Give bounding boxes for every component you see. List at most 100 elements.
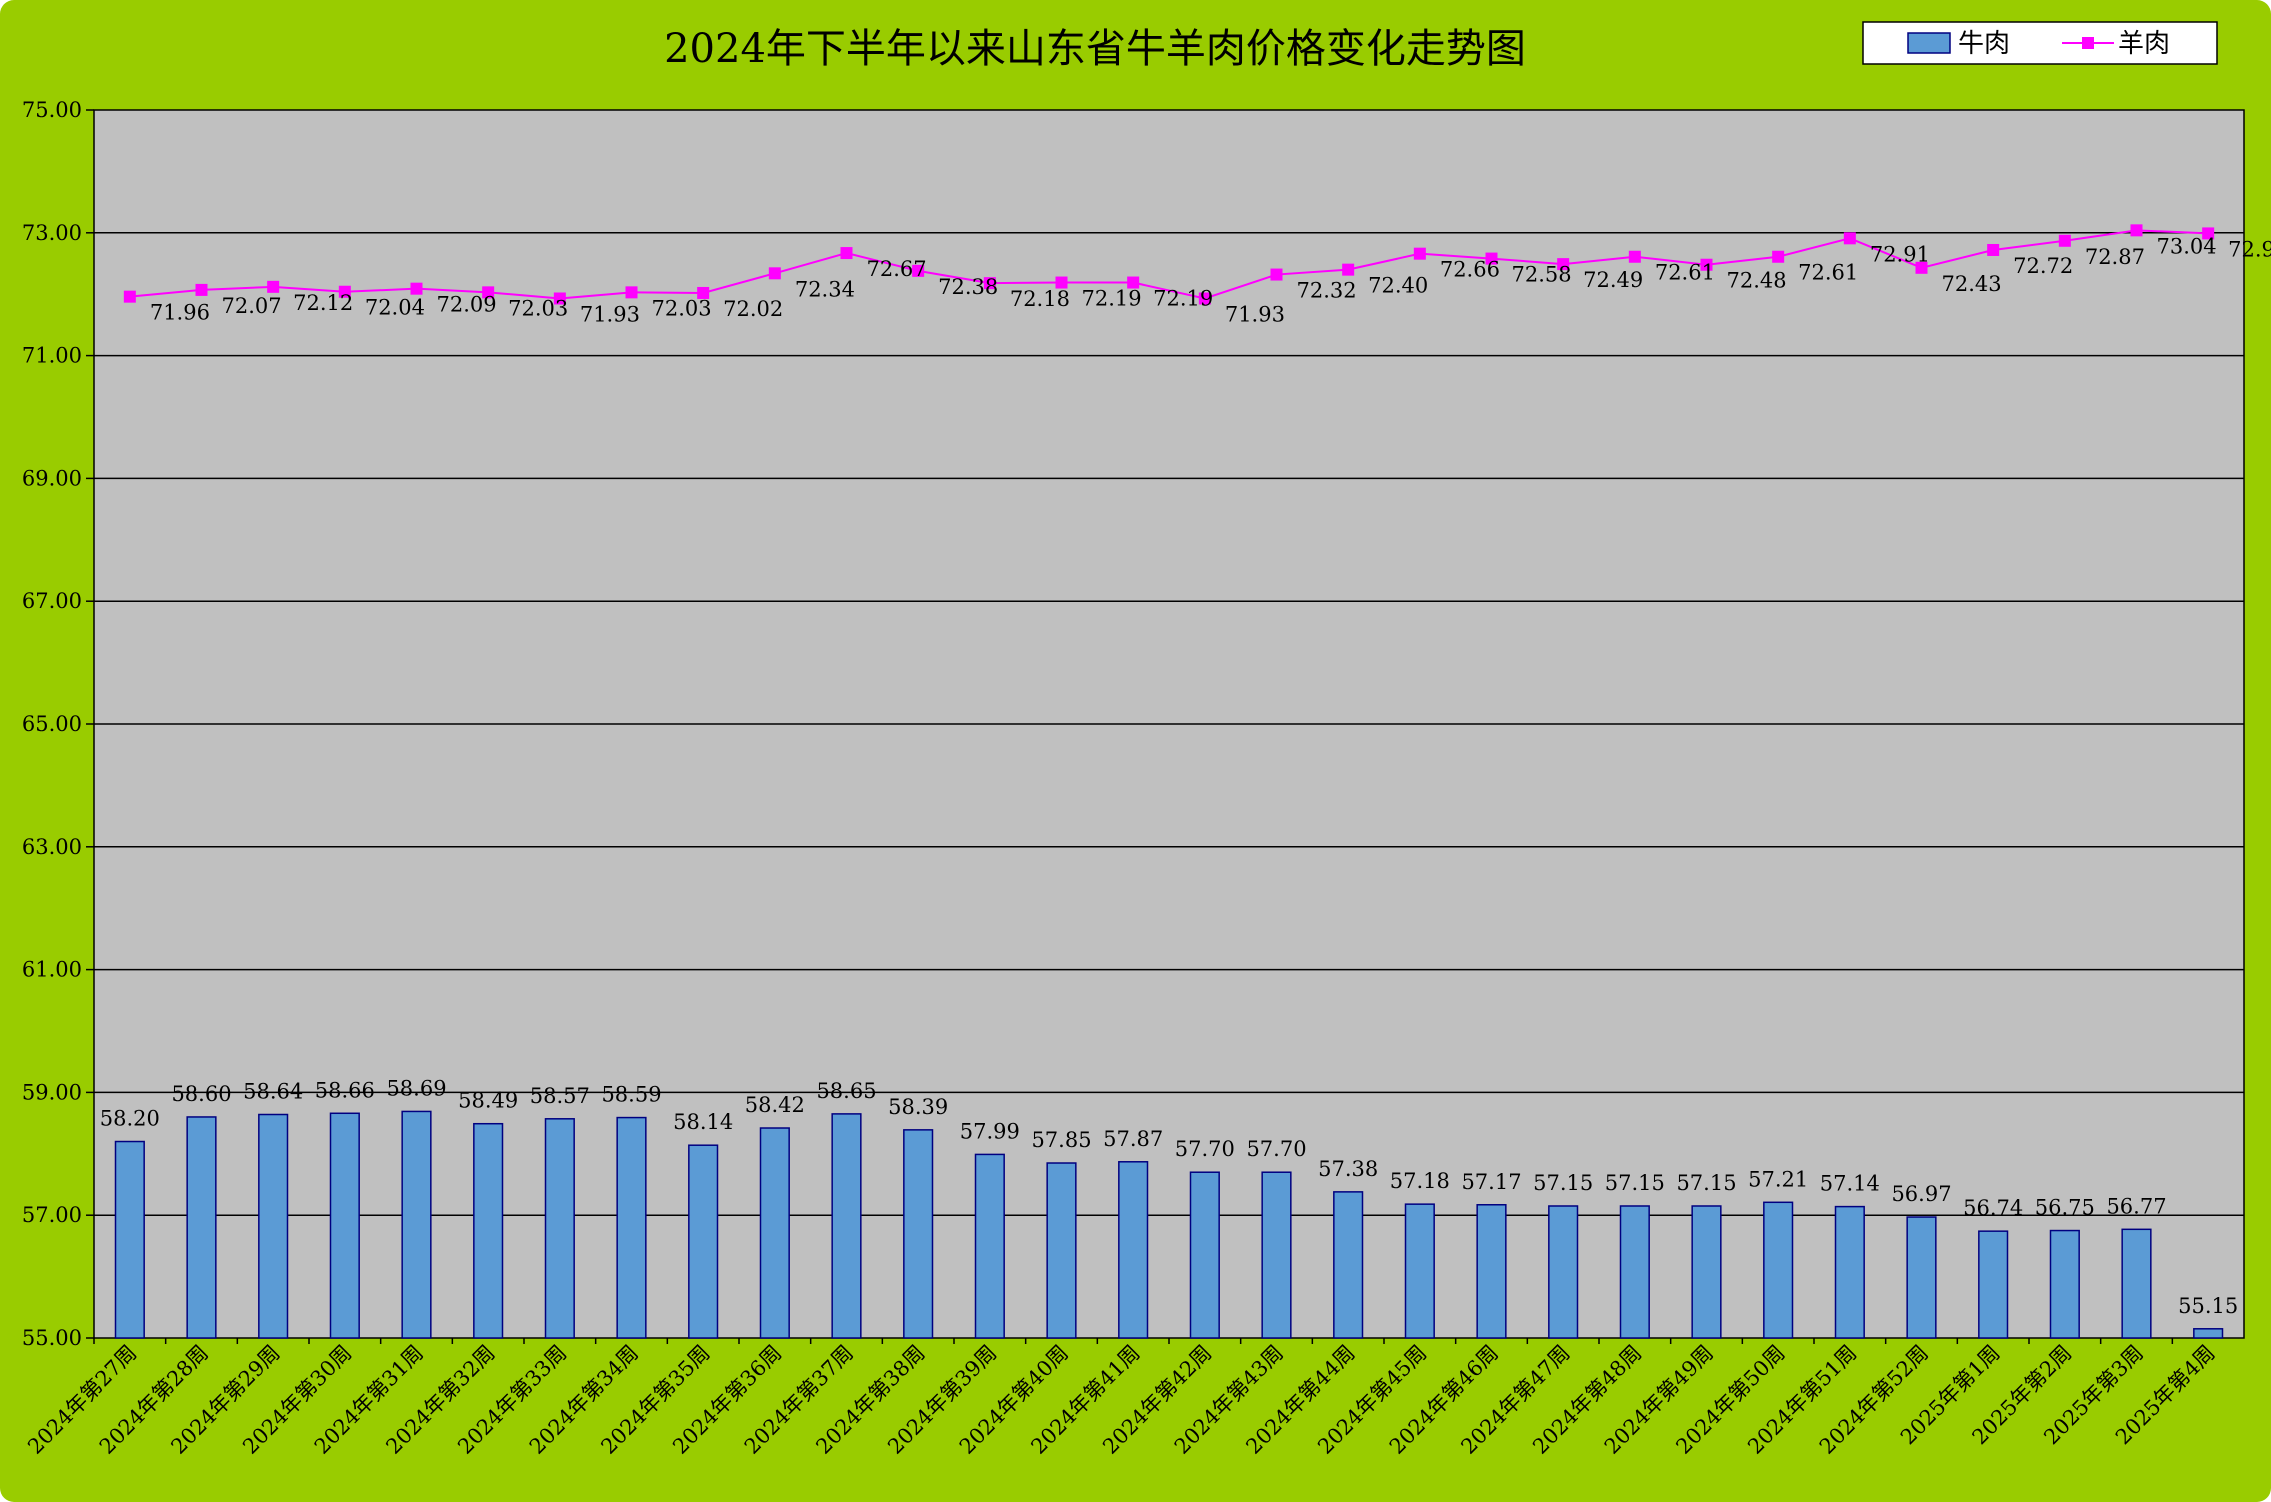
mutton-point [2202, 227, 2215, 240]
mutton-point [1055, 276, 1068, 289]
beef-data-label: 57.18 [1390, 1169, 1450, 1193]
mutton-data-label: 72.43 [1942, 272, 2002, 296]
gridlines [94, 232, 2244, 1216]
y-tick-label: 63.00 [22, 835, 82, 859]
mutton-point [1915, 261, 1928, 274]
beef-data-label: 58.69 [386, 1076, 446, 1100]
beef-data-label: 58.57 [530, 1084, 590, 1108]
beef-bar [186, 1116, 217, 1339]
y-tick-label: 65.00 [22, 712, 82, 736]
beef-data-label: 55.15 [2178, 1294, 2238, 1318]
beef-data-label: 57.87 [1103, 1127, 1163, 1151]
mutton-point [1413, 247, 1426, 260]
beef-data-label: 58.64 [243, 1080, 303, 1104]
beef-bar [544, 1118, 575, 1339]
x-axis-categories: 2024年第27周2024年第28周2024年第29周2024年第30周2024… [23, 1338, 2220, 1459]
beef-bar [114, 1140, 145, 1339]
mutton-data-label: 72.49 [1583, 268, 1643, 292]
beef-bar [1118, 1161, 1149, 1339]
beef-data-label: 57.14 [1820, 1172, 1880, 1196]
beef-bar [759, 1127, 790, 1339]
legend-mutton-marker [2082, 37, 2094, 49]
mutton-data-label: 72.91 [1870, 242, 1930, 266]
chart-title: 2024年下半年以来山东省牛羊肉价格变化走势图 [664, 26, 1526, 72]
legend-beef-swatch [1907, 32, 1951, 54]
legend-box [1862, 21, 2218, 65]
beef-bar [1834, 1205, 1865, 1339]
mutton-data-label: 72.61 [1798, 261, 1858, 285]
mutton-point [2130, 224, 2143, 237]
beef-bar [473, 1122, 504, 1339]
beef-data-label: 56.75 [2035, 1196, 2095, 1220]
mutton-point [768, 267, 781, 280]
beef-bar [1333, 1191, 1364, 1339]
y-tick-label: 69.00 [22, 466, 82, 490]
mutton-data-label: 72.48 [1727, 269, 1787, 293]
mutton-data-label: 72.07 [222, 294, 282, 318]
beef-bar [1548, 1205, 1579, 1339]
beef-data-label: 56.97 [1891, 1182, 1951, 1206]
mutton-point [338, 285, 351, 298]
y-tick-label: 59.00 [22, 1080, 82, 1104]
beef-data-label: 58.14 [673, 1110, 733, 1134]
mutton-point [697, 286, 710, 299]
beef-data-label: 57.15 [1676, 1171, 1736, 1195]
beef-bar [1906, 1216, 1937, 1339]
mutton-point [553, 292, 566, 305]
beef-bar [2121, 1228, 2152, 1339]
beef-bar [258, 1113, 289, 1339]
mutton-point [1198, 292, 1211, 305]
beef-data-label: 57.21 [1748, 1167, 1808, 1191]
mutton-data-label: 72.19 [1153, 287, 1213, 311]
y-tick-label: 75.00 [22, 98, 82, 122]
mutton-data-label: 72.18 [1010, 287, 1070, 311]
beef-bar [974, 1153, 1005, 1339]
beef-data-label: 58.42 [745, 1093, 805, 1117]
mutton-point [1485, 252, 1498, 265]
beef-data-label: 57.70 [1175, 1137, 1235, 1161]
mutton-data-label: 72.61 [1655, 261, 1715, 285]
y-axis-ticks: 55.00 57.00 59.00 61.00 63.00 65.00 67.00 69.00… [22, 98, 94, 1350]
mutton-point [1772, 250, 1785, 263]
legend: 牛肉 羊肉 [1862, 21, 2218, 65]
mutton-data-label: 71.93 [580, 302, 640, 326]
beef-bar [688, 1144, 719, 1339]
beef-bar [1046, 1162, 1077, 1339]
mutton-data-label: 73.04 [2157, 234, 2217, 258]
beef-bar [1691, 1205, 1722, 1339]
mutton-point [1557, 258, 1570, 271]
mutton-point [1628, 250, 1641, 263]
beef-bar [831, 1113, 862, 1339]
beef-bar [401, 1110, 432, 1339]
mutton-point [840, 247, 853, 260]
legend-beef-label: 牛肉 [1958, 29, 2010, 59]
mutton-data-label: 72.12 [293, 291, 353, 315]
beef-data-label: 57.15 [1533, 1171, 1593, 1195]
mutton-point [1270, 268, 1283, 281]
mutton-data-label: 72.02 [723, 297, 783, 321]
mutton-point [1342, 263, 1355, 276]
mutton-data-label: 72.19 [1082, 287, 1142, 311]
bar-data-labels: 58.20 58.60 58.64 58.66 58.69 58.49 58.57 58.59… [100, 1076, 2238, 1317]
beef-data-label: 58.39 [888, 1095, 948, 1119]
mutton-point [1700, 258, 1713, 271]
y-tick-label: 71.00 [22, 344, 82, 368]
y-tick-label: 67.00 [22, 589, 82, 613]
beef-bar [616, 1116, 647, 1339]
beef-data-label: 57.99 [960, 1119, 1020, 1143]
mutton-point [2058, 234, 2071, 247]
beef-bar [1476, 1204, 1507, 1339]
beef-data-label: 58.20 [100, 1107, 160, 1131]
mutton-data-label: 72.99 [2228, 237, 2271, 261]
beef-bar [1404, 1203, 1435, 1339]
mutton-data-label: 72.03 [508, 296, 568, 320]
mutton-point [625, 286, 638, 299]
beef-bar [1619, 1205, 1650, 1339]
mutton-point [1127, 276, 1140, 289]
beef-data-label: 58.49 [458, 1089, 518, 1113]
mutton-point [410, 282, 423, 295]
beef-data-label: 57.38 [1318, 1157, 1378, 1181]
mutton-point [983, 277, 996, 290]
mutton-point [912, 264, 925, 277]
mutton-data-label: 72.66 [1440, 258, 1500, 282]
